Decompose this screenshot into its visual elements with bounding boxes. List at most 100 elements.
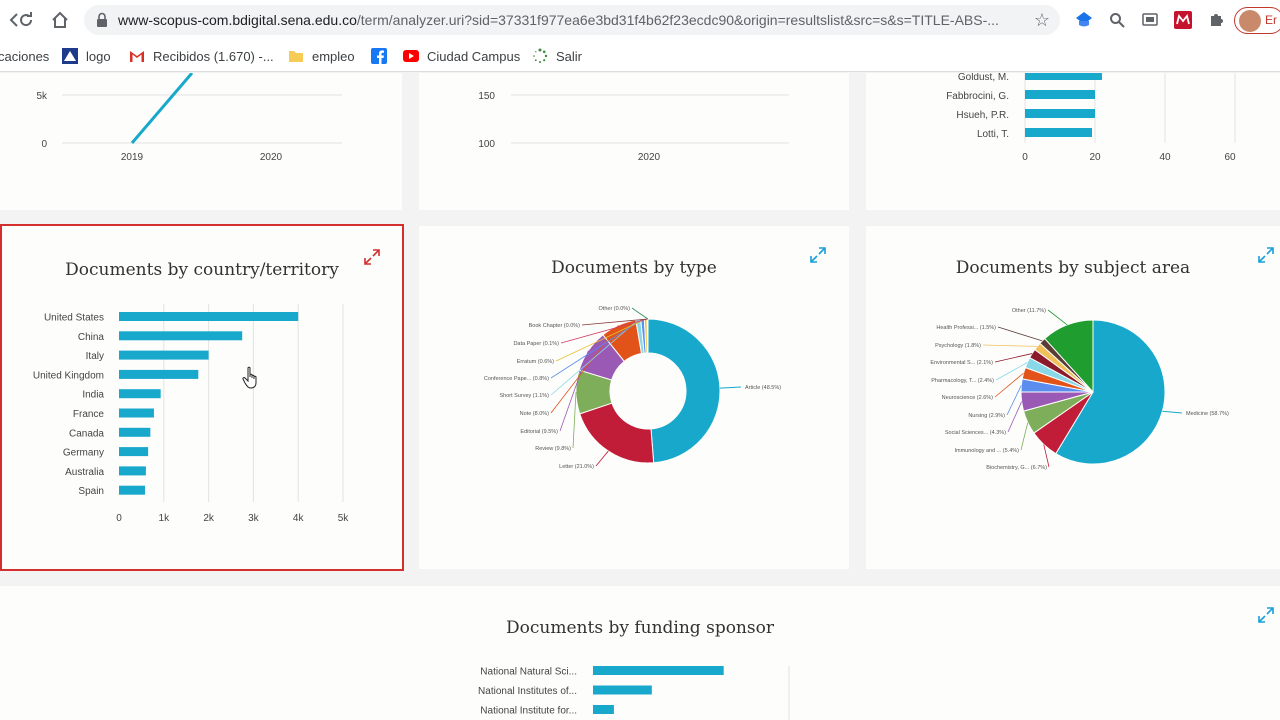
category-label: France	[73, 409, 105, 420]
sponsor-label: National Institutes of...	[478, 686, 577, 697]
leader-line	[1007, 401, 1023, 433]
mid-chart: 150 100 2020	[478, 91, 789, 163]
expand-icon[interactable]	[363, 248, 381, 266]
leader-line	[595, 450, 609, 467]
back-arrow-icon[interactable]	[2, 8, 26, 32]
leader-line	[1020, 422, 1029, 451]
bar	[1025, 128, 1092, 137]
x-tick-label: 2019	[121, 152, 144, 163]
scholar-extension-icon[interactable]	[1074, 10, 1094, 30]
y-tick-label: 100	[478, 139, 495, 150]
subject-card[interactable]: Documents by subject area Medicine (58.7…	[866, 226, 1280, 569]
slice-label: Letter (21.0%)	[559, 464, 594, 470]
x-tick-label: 1k	[159, 513, 171, 524]
facebook-icon	[371, 48, 387, 64]
x-tick-label: 2020	[638, 152, 661, 163]
home-icon[interactable]	[48, 8, 72, 32]
x-tick-label: 3k	[248, 513, 260, 524]
slice-label: Erratum (0.6%)	[517, 359, 554, 365]
url-path: /term/analyzer.uri?sid=37331f977ea6e3bd3…	[356, 12, 999, 28]
author-label: Goldust, M.	[958, 73, 1009, 83]
slice-label: Editorial (9.5%)	[520, 429, 558, 435]
slice-label: Biochemistry, G... (6.7%)	[986, 465, 1047, 471]
bar	[119, 389, 161, 399]
bar	[1025, 73, 1102, 80]
address-bar[interactable]: www-scopus-com.bdigital.sena.edu.co/term…	[84, 5, 1060, 35]
leader-line	[1043, 444, 1050, 468]
funding-card[interactable]: Documents by funding sponsor National Na…	[0, 586, 1280, 720]
bar	[593, 666, 724, 675]
bar	[1025, 109, 1095, 118]
screen-capture-icon[interactable]	[1140, 10, 1160, 30]
leader-line	[1047, 309, 1068, 326]
author-chart: Goldust, M. Fabbrocini, G. Hsueh, P.R. L…	[946, 73, 1236, 163]
line-series	[130, 73, 194, 144]
leader-line	[997, 326, 1043, 342]
card-title: Documents by country/territory	[65, 260, 339, 280]
bookmark-logo[interactable]: logo	[62, 46, 111, 66]
slice-label: Immunology and ... (5.4%)	[954, 448, 1019, 454]
bar	[593, 705, 614, 714]
bar	[1025, 90, 1095, 99]
lock-icon	[97, 12, 107, 27]
folder-icon	[288, 48, 304, 64]
leader-line	[1006, 385, 1022, 416]
year-chart: 5k 0 2019 2020	[36, 73, 342, 163]
loading-icon	[532, 48, 548, 64]
search-icon[interactable]	[1107, 10, 1127, 30]
y-tick-label: 150	[478, 91, 495, 102]
url-text: www-scopus-com.bdigital.sena.edu.co/term…	[118, 12, 1018, 28]
slice-label: Medicine (58.7%)	[1186, 411, 1229, 417]
bar	[119, 331, 243, 341]
bookmark-apps[interactable]: caciones	[0, 46, 49, 66]
bar	[119, 485, 145, 495]
bookmark-ciudad-campus[interactable]: Ciudad Campus	[403, 46, 520, 66]
expand-icon[interactable]	[809, 246, 827, 264]
bookmark-facebook[interactable]	[371, 46, 395, 66]
bookmark-gmail[interactable]: Recibidos (1.670) -...	[129, 46, 274, 66]
x-tick-label: 60	[1224, 152, 1236, 163]
leader-line	[581, 318, 648, 326]
bookmark-empleo[interactable]: empleo	[288, 46, 355, 66]
leader-line	[559, 350, 589, 432]
profile-name: Er	[1265, 13, 1277, 27]
type-card[interactable]: Documents by type Article (48.5%) Letter …	[419, 226, 849, 569]
bookmark-label: empleo	[312, 48, 355, 64]
card-title: Documents by subject area	[955, 258, 1191, 278]
x-tick-label: 0	[116, 513, 122, 524]
bar	[119, 350, 209, 360]
y-tick-label: 5k	[36, 91, 48, 102]
slice-label: Review (9.8%)	[535, 446, 571, 452]
slice-label: Environmental S... (2.1%)	[930, 360, 993, 366]
country-card[interactable]: Documents by country/territory 0 1k 2k 3k 4k…	[0, 224, 404, 571]
extensions-puzzle-icon[interactable]	[1206, 10, 1226, 30]
mendeley-icon[interactable]	[1173, 10, 1193, 30]
youtube-icon	[403, 48, 419, 64]
funding-bar-chart: National Natural Sci... National Institut…	[478, 666, 790, 720]
category-label: Australia	[65, 467, 104, 478]
bar	[119, 369, 199, 379]
category-label: Spain	[78, 486, 104, 497]
slice-label: Pharmacology, T... (2.4%)	[931, 378, 994, 384]
slice-label: Psychology (1.8%)	[935, 343, 981, 349]
bookmark-star-icon[interactable]: ☆	[1033, 10, 1050, 30]
slice-label: Other (0.0%)	[599, 306, 631, 312]
bar	[119, 466, 146, 476]
x-tick-label: 2k	[203, 513, 215, 524]
sponsor-label: National Institute for...	[480, 706, 577, 717]
gmail-icon	[129, 48, 145, 64]
subject-pie-chart: Medicine (58.7%) Biochemistry, G... (6.7%…	[930, 308, 1229, 471]
analyzer-page: 5k 0 2019 2020 150 100 2020 Goldust, M. …	[0, 73, 1280, 720]
bar	[119, 408, 154, 418]
reload-icon[interactable]	[14, 8, 38, 32]
pie-slice	[1044, 319, 1094, 394]
slice-label: Note (8.0%)	[520, 411, 550, 417]
bookmark-salir[interactable]: Salir	[532, 46, 582, 66]
leader-line	[1162, 410, 1183, 414]
expand-icon[interactable]	[1257, 606, 1275, 624]
expand-icon[interactable]	[1257, 246, 1275, 264]
profile-button[interactable]: Er	[1234, 7, 1280, 34]
leader-line	[550, 325, 619, 414]
leader-line	[560, 318, 648, 344]
country-bar-chart: 0 1k 2k 3k 4k 5k United States China Italy United…	[33, 304, 349, 524]
